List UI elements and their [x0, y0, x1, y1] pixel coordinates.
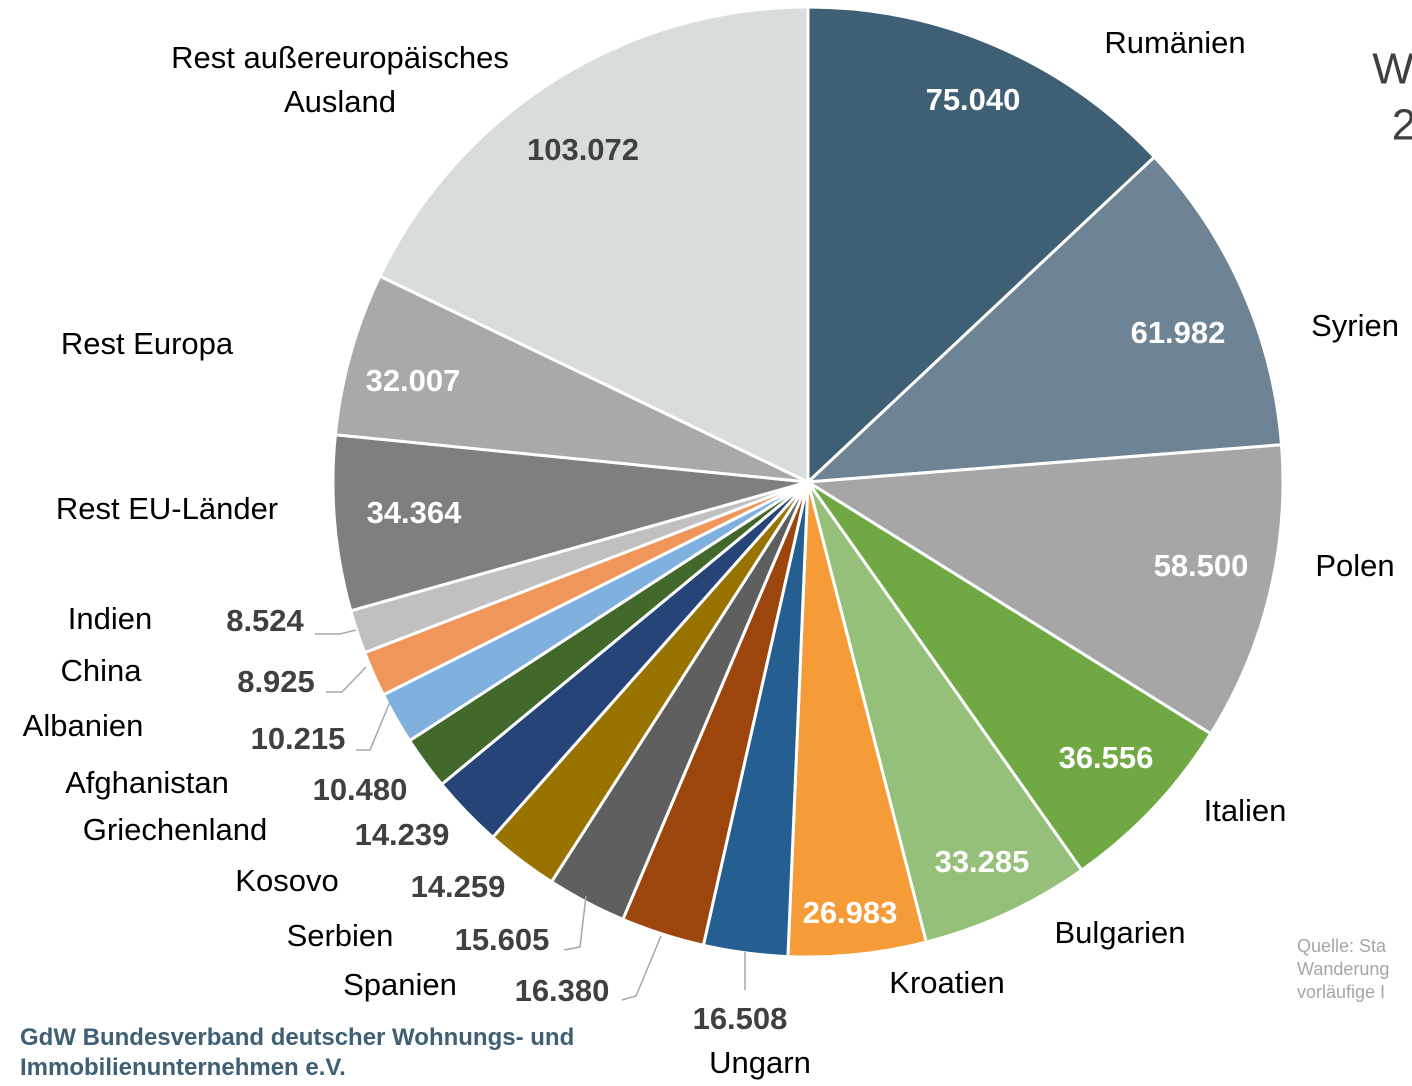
source-line: vorläufige I — [1297, 982, 1385, 1002]
pie-slice — [803, 443, 1285, 736]
leader-line — [563, 895, 587, 951]
category-label: Rest Europa — [61, 326, 234, 361]
category-label: Syrien — [1311, 308, 1399, 343]
value-label: 10.480 — [313, 772, 408, 807]
title-line: W — [1372, 45, 1412, 94]
value-label: 75.040 — [926, 82, 1021, 117]
value-label: 16.508 — [693, 1001, 788, 1036]
pie-slice — [806, 481, 1084, 944]
footer: GdW Bundesverband deutscher Wohnungs- un… — [20, 1024, 575, 1081]
category-label: Afghanistan — [65, 765, 229, 800]
value-label: 14.259 — [411, 869, 506, 904]
category-label: Polen — [1315, 548, 1394, 583]
value-label: 103.072 — [527, 132, 639, 167]
value-label: 8.524 — [226, 603, 304, 638]
category-label: Serbien — [287, 918, 394, 953]
pie-slice — [331, 433, 809, 613]
category-label: China — [61, 653, 143, 688]
category-label: Ungarn — [709, 1045, 811, 1080]
category-label: Kroatien — [889, 965, 1004, 1000]
value-label: 58.500 — [1154, 548, 1249, 583]
leader-line — [621, 935, 662, 1001]
value-label: 14.239 — [355, 817, 450, 852]
source-line: Quelle: Sta — [1297, 936, 1387, 956]
category-label: Rest EU-Länder — [56, 491, 278, 526]
value-label: 33.285 — [935, 844, 1030, 879]
value-label: 36.556 — [1059, 740, 1154, 775]
leader-line — [326, 666, 367, 693]
pie-slice — [806, 480, 1213, 873]
category-label: Griechenland — [83, 812, 267, 847]
category-label: Spanien — [343, 967, 457, 1002]
title-line: 2 — [1392, 101, 1412, 150]
pie-slice — [803, 154, 1284, 484]
leader-lines — [315, 629, 746, 1001]
value-label: 34.364 — [367, 495, 463, 530]
value-label: 61.982 — [1131, 315, 1226, 350]
category-label: Albanien — [23, 708, 144, 743]
value-label: 10.215 — [251, 721, 346, 756]
pie-slice — [377, 5, 810, 485]
value-label: 8.925 — [237, 664, 315, 699]
category-label: Kosovo — [235, 863, 338, 898]
pie-slice — [333, 274, 809, 484]
category-label: Bulgarien — [1055, 915, 1186, 950]
source-line: Wanderung — [1297, 959, 1389, 979]
category-label: Rest außereuropäisches Ausland — [171, 40, 509, 119]
category-label: Italien — [1204, 793, 1287, 828]
value-label: 32.007 — [366, 363, 461, 398]
value-label: 15.605 — [455, 922, 550, 957]
value-label: 26.983 — [803, 895, 898, 930]
value-label: 16.380 — [515, 973, 610, 1008]
leader-line — [356, 701, 391, 751]
category-label: Rumänien — [1104, 25, 1245, 60]
leader-line — [315, 629, 357, 635]
category-label: Indien — [68, 601, 152, 636]
pie-slice — [806, 5, 1157, 486]
